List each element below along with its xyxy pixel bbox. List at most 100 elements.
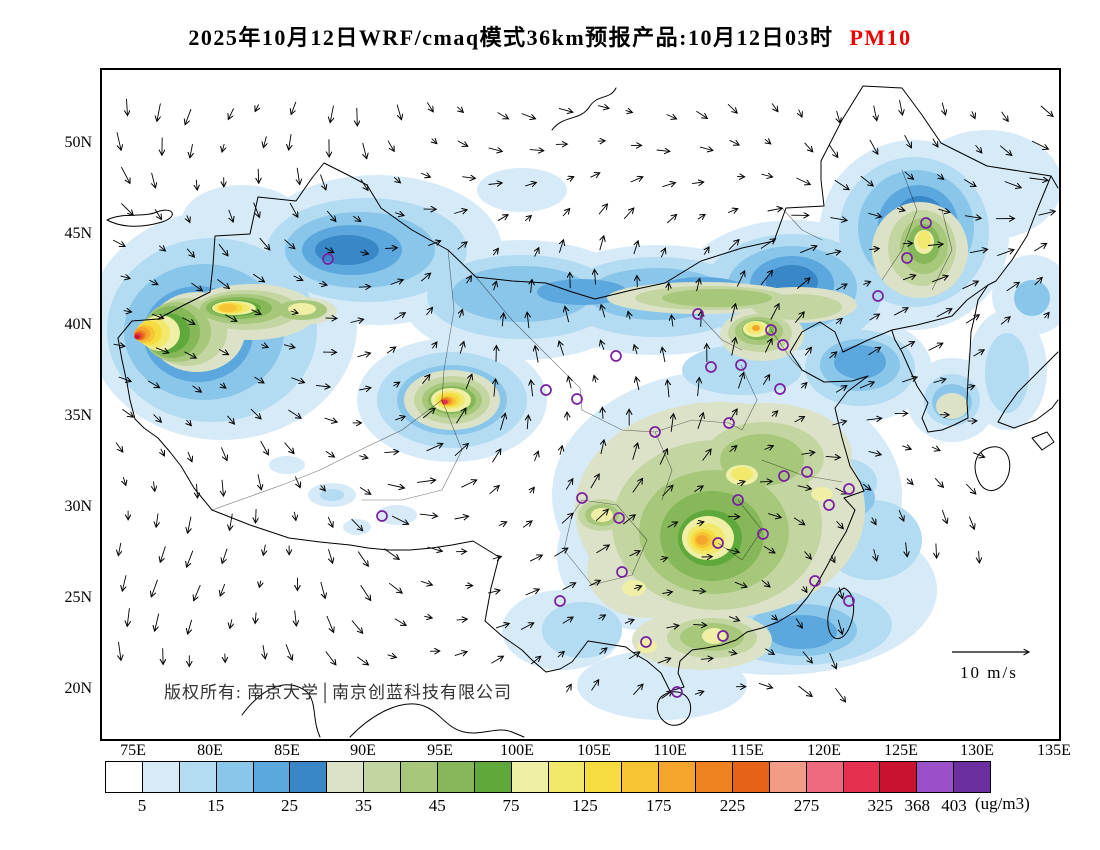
wind-vector xyxy=(692,590,706,591)
wind-vector xyxy=(765,139,771,144)
wind-vector xyxy=(804,142,813,152)
india-coast xyxy=(241,684,321,738)
wind-vector xyxy=(697,413,704,430)
wind-vector xyxy=(868,347,881,356)
wind-vector xyxy=(899,342,915,350)
wind-vector xyxy=(591,680,599,691)
wind-vector xyxy=(535,346,538,363)
wind-vector xyxy=(190,144,193,158)
wind-vector xyxy=(1034,277,1043,286)
colorbar-tick-label: 15 xyxy=(207,796,225,815)
wind-vector xyxy=(771,411,778,416)
wind-vector xyxy=(224,314,237,322)
wind-vector xyxy=(391,515,409,524)
province-boundary xyxy=(931,209,953,291)
wind-vector xyxy=(467,276,472,284)
wind-vector xyxy=(668,283,669,291)
wind-vector xyxy=(562,583,576,591)
pm10-fill-blob xyxy=(622,580,646,596)
station-marker xyxy=(671,686,683,698)
colorbar-segment xyxy=(843,762,881,792)
wind-vector xyxy=(191,282,202,291)
lat-tick-label: 25N xyxy=(64,589,92,606)
page-title: 2025年10月12日WRF/cmaq模式36km预报产品:10月12日03时 P… xyxy=(0,20,1100,52)
wind-vector xyxy=(498,522,507,526)
station-marker xyxy=(757,528,769,540)
wind-vector xyxy=(772,615,778,620)
wind-vector xyxy=(393,382,399,386)
wind-vector xyxy=(432,139,437,144)
wind-vector xyxy=(932,276,948,283)
wind-vector xyxy=(427,546,442,551)
wind-vector xyxy=(662,347,665,363)
wind-vector xyxy=(529,150,544,151)
wind-vector xyxy=(636,377,639,391)
wind-vector xyxy=(770,304,779,320)
colorbar-segment xyxy=(806,762,844,792)
wind-vector xyxy=(294,476,300,488)
colorbar-tick-label: 35 xyxy=(354,796,372,815)
station-marker xyxy=(774,383,786,395)
wind-vector xyxy=(222,479,224,496)
wind-vector xyxy=(825,251,841,254)
lon-tick-label: 75E xyxy=(120,742,146,759)
lat-tick-label: 35N xyxy=(64,407,92,424)
pm10-fill-blob xyxy=(452,266,592,322)
wind-vector xyxy=(561,513,573,524)
wind-vector xyxy=(328,516,333,527)
wind-vector xyxy=(120,276,130,279)
map-frame: 版权所有: 南京大学│南京创蓝科技有限公司 10 m/s xyxy=(100,68,1061,741)
wind-vector xyxy=(696,110,707,118)
wind-vector xyxy=(149,280,158,285)
lat-tick-label: 45N xyxy=(64,225,92,242)
wind-vector xyxy=(155,347,169,353)
wind-vector xyxy=(387,655,397,658)
wind-vector xyxy=(601,440,604,455)
wind-scale-legend: 10 m/s xyxy=(952,652,1029,682)
wind-vector xyxy=(839,587,843,598)
wind-vector xyxy=(729,446,737,452)
hainan-coast xyxy=(656,691,692,726)
colorbar-tick-label: 403 xyxy=(941,796,967,815)
colorbar-segment xyxy=(364,762,401,792)
wind-vector xyxy=(697,214,705,219)
wind-vector xyxy=(997,250,1014,257)
wind-vector xyxy=(696,522,704,524)
pm10-fill-blob xyxy=(811,487,833,501)
wind-vector xyxy=(804,347,811,356)
wind-vector xyxy=(254,376,265,383)
wind-vector xyxy=(184,351,197,358)
wind-vector xyxy=(869,314,880,321)
wind-vector xyxy=(154,208,162,219)
wind-vector xyxy=(422,408,435,419)
river-north xyxy=(551,87,617,131)
pm10-fill-blob xyxy=(637,639,657,653)
wind-vector xyxy=(251,310,262,315)
wind-vector xyxy=(659,449,667,465)
wind-vector xyxy=(671,414,673,432)
station-marker xyxy=(901,252,913,264)
wind-vector xyxy=(838,619,842,634)
wind-vector xyxy=(228,108,235,120)
wind-vector xyxy=(765,648,774,655)
wind-vector xyxy=(796,177,810,185)
wind-vector xyxy=(297,167,300,185)
wind-vector xyxy=(250,408,261,419)
wind-vector xyxy=(662,183,675,187)
wind-vector xyxy=(325,450,335,457)
station-marker xyxy=(777,339,789,351)
wind-vector xyxy=(836,284,848,291)
wind-vector xyxy=(656,150,670,151)
wind-vector xyxy=(350,319,364,322)
station-marker xyxy=(376,510,388,522)
wind-vector xyxy=(285,644,292,660)
station-marker xyxy=(823,499,835,511)
wind-vector xyxy=(197,483,198,498)
wind-vector xyxy=(153,414,162,422)
colorbar-segment xyxy=(622,762,660,792)
wind-vector xyxy=(869,249,879,250)
wind-vector xyxy=(259,580,261,588)
wind-vector xyxy=(1006,282,1020,292)
wind-vector xyxy=(934,477,943,487)
pm10-fill-blob xyxy=(662,289,772,307)
